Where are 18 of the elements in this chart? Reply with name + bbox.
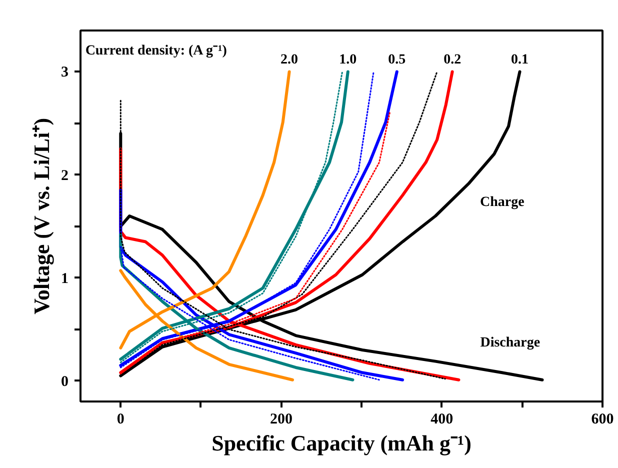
- series-label: 0.1: [511, 52, 529, 68]
- y-tick-label: 0: [61, 374, 68, 390]
- x-tick-label: 600: [591, 412, 614, 428]
- y-tick-label: 3: [61, 64, 68, 81]
- annotation: Current density: (A g⁻¹): [85, 44, 228, 59]
- series-label: 0.2: [444, 52, 462, 68]
- series-label: 2.0: [280, 52, 298, 68]
- series-label: 0.5: [388, 52, 406, 68]
- y-axis-title: Voltage (V vs. Li/Li⁺): [29, 118, 54, 314]
- y-tick-label: 2: [61, 168, 68, 184]
- x-tick-label: 0: [116, 412, 124, 428]
- series-label: 1.0: [339, 52, 357, 68]
- annotation: Discharge: [480, 335, 540, 350]
- x-tick-label: 400: [430, 412, 454, 428]
- annotation: Charge: [480, 195, 524, 210]
- y-tick-label: 1: [61, 270, 68, 287]
- x-axis-title: Specific Capacity (mAh g⁻¹): [212, 430, 472, 456]
- x-tick-label: 200: [270, 412, 293, 428]
